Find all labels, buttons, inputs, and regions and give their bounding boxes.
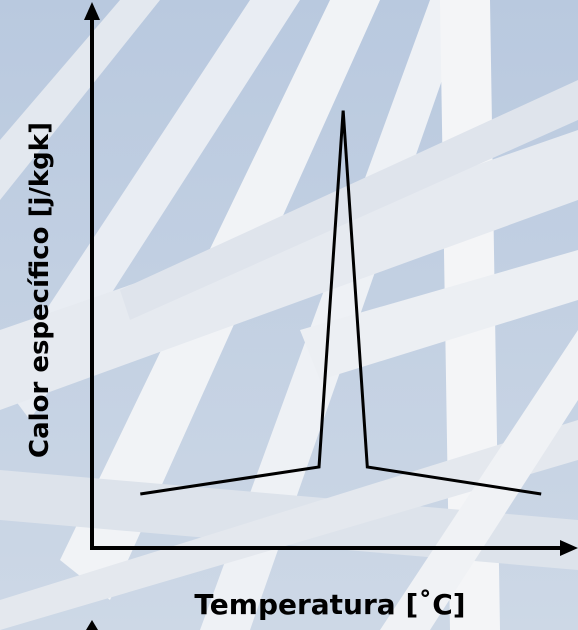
background: [0, 0, 578, 630]
y-axis-label: Calor específico [j/kgk]: [25, 122, 55, 458]
chart: Temperatura [˚C] Calor específico [j/kgk…: [0, 0, 578, 630]
x-axis-label: Temperatura [˚C]: [194, 588, 465, 621]
